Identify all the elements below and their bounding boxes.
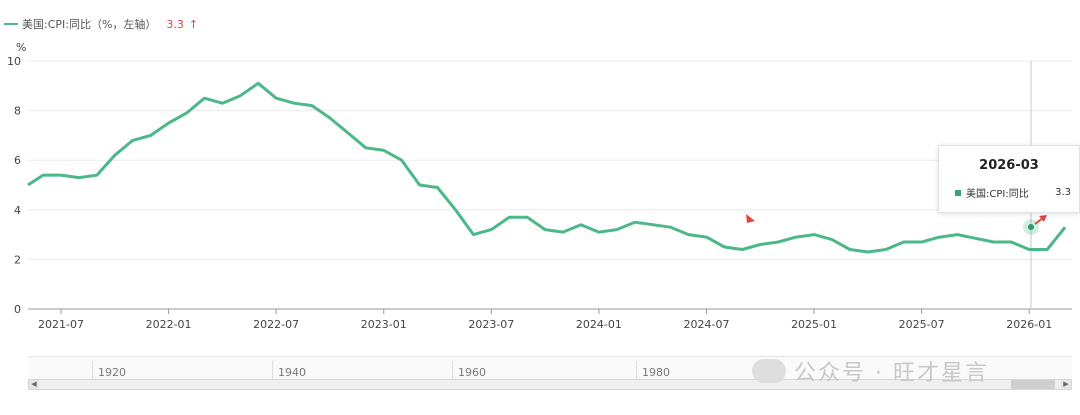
- chart-legend[interactable]: 美国:CPI:同比（%，左轴） 3.3 ↑: [4, 14, 198, 34]
- y-tick-label: 6: [14, 154, 21, 167]
- tooltip-series-name: 美国:CPI:同比: [966, 189, 1029, 200]
- watermark: 公众号 · 旺才星言: [752, 355, 989, 387]
- x-tick-label: 2025-01: [791, 318, 837, 331]
- legend-line-swatch: [4, 23, 18, 25]
- tooltip-row: 美国:CPI:同比 3.3: [939, 185, 1079, 200]
- line-chart[interactable]: 0 2 4 6 8 10 2021-07 2022-01 2022-07 2023-01 2023…: [0, 0, 1080, 345]
- y-tick-label: 10: [7, 55, 21, 68]
- y-tick-label: 4: [14, 204, 21, 217]
- x-tick-label: 2022-07: [253, 318, 299, 331]
- tooltip-value: 3.3: [1055, 187, 1071, 198]
- nav-year-label: 1920: [98, 366, 126, 379]
- grid-lines: [28, 60, 1072, 310]
- x-tick-label: 2024-01: [576, 318, 622, 331]
- scroll-left-icon[interactable]: ◀: [29, 380, 39, 389]
- x-tick-label: 2026-01: [1006, 318, 1052, 331]
- y-axis-unit: %: [16, 41, 27, 54]
- scroll-right-icon[interactable]: ▶: [1061, 380, 1071, 389]
- hover-point[interactable]: [1028, 224, 1034, 230]
- legend-series-name: 美国:CPI:同比（%，左轴）: [22, 18, 157, 31]
- series-dot-icon: [955, 189, 961, 196]
- x-tick-label: 2024-07: [683, 318, 729, 331]
- nav-year-label: 1980: [642, 366, 670, 379]
- x-axis-ticks: 2021-07 2022-01 2022-07 2023-01 2023-07 2024-…: [38, 309, 1052, 331]
- nav-separator: [272, 361, 273, 381]
- data-tooltip: 2026-03 美国:CPI:同比 3.3: [938, 145, 1080, 213]
- x-tick-label: 2023-01: [361, 318, 407, 331]
- x-tick-label: 2021-07: [38, 318, 84, 331]
- scrollbar-thumb[interactable]: [1011, 380, 1055, 389]
- nav-separator: [636, 361, 637, 381]
- y-tick-label: 0: [14, 303, 21, 316]
- nav-separator: [92, 361, 93, 381]
- watermark-text: 公众号 · 旺才星言: [794, 361, 989, 386]
- y-tick-label: 8: [14, 105, 21, 118]
- x-tick-label: 2023-07: [468, 318, 514, 331]
- trend-marker-icon: [746, 214, 755, 223]
- nav-separator: [452, 361, 453, 381]
- up-arrow-icon: [1034, 215, 1047, 225]
- series-line-cpi-yoy[interactable]: [27, 81, 1067, 254]
- x-tick-label: 2022-01: [146, 318, 192, 331]
- time-navigator[interactable]: 1920 1940 1960 1980: [28, 356, 1072, 381]
- navigator-scrollbar[interactable]: ◀ ▶: [28, 379, 1072, 390]
- tooltip-date: 2026-03: [979, 158, 1039, 173]
- arrow-up-icon: ↑: [188, 17, 199, 31]
- legend-last-value: 3.3: [166, 17, 184, 31]
- nav-year-label: 1960: [458, 366, 486, 379]
- y-axis-ticks: 0 2 4 6 8 10: [7, 55, 21, 316]
- nav-year-label: 1940: [278, 366, 306, 379]
- x-tick-label: 2025-07: [899, 318, 945, 331]
- y-tick-label: 2: [14, 253, 21, 266]
- wechat-logo-icon: [752, 359, 786, 383]
